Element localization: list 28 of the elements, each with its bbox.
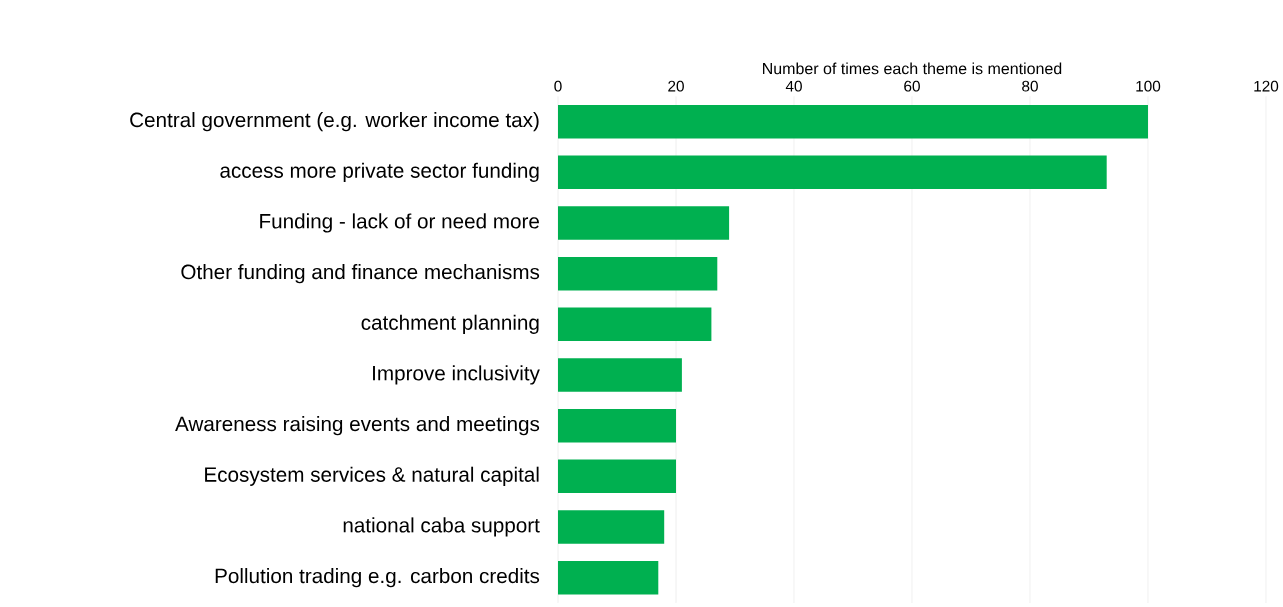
x-tick-label: 80	[1022, 80, 1038, 92]
y-tick-label: catchment planning	[361, 314, 539, 334]
y-tick-label: Ecosystem services & natural capital	[205, 466, 539, 486]
x-tick-label: 0	[554, 80, 562, 92]
bar	[558, 256, 718, 291]
x-tick-label: 20	[668, 80, 684, 92]
y-tick-label: Awareness raising events and meetings	[175, 416, 540, 436]
bar	[558, 459, 676, 494]
x-axis-title: Number of times each theme is mentioned	[763, 62, 1062, 75]
bar	[558, 206, 730, 240]
x-tick-label: 40	[785, 80, 802, 92]
bar	[558, 560, 659, 595]
y-tick-label: Funding - lack of or need more	[260, 213, 539, 233]
y-tick-label: Improve inclusivity	[373, 365, 540, 385]
bar	[558, 307, 712, 342]
y-tick-label: access more private sector funding	[220, 162, 539, 182]
bar	[558, 510, 665, 544]
y-tick-label: national caba support	[343, 517, 540, 537]
x-tick-label: 100	[1136, 80, 1161, 92]
y-tick-label: Central government (e.g. worker income tax)	[130, 112, 539, 132]
bar	[558, 408, 676, 443]
bar	[558, 155, 1107, 190]
bar	[558, 104, 1148, 139]
y-tick-label: Other funding and finance mechanisms	[181, 264, 540, 284]
x-tick-label: 60	[904, 80, 920, 92]
bar	[558, 358, 682, 392]
y-tick-label: Pollution trading e.g. carbon credits	[215, 568, 540, 588]
x-tick-label: 120	[1254, 80, 1279, 92]
